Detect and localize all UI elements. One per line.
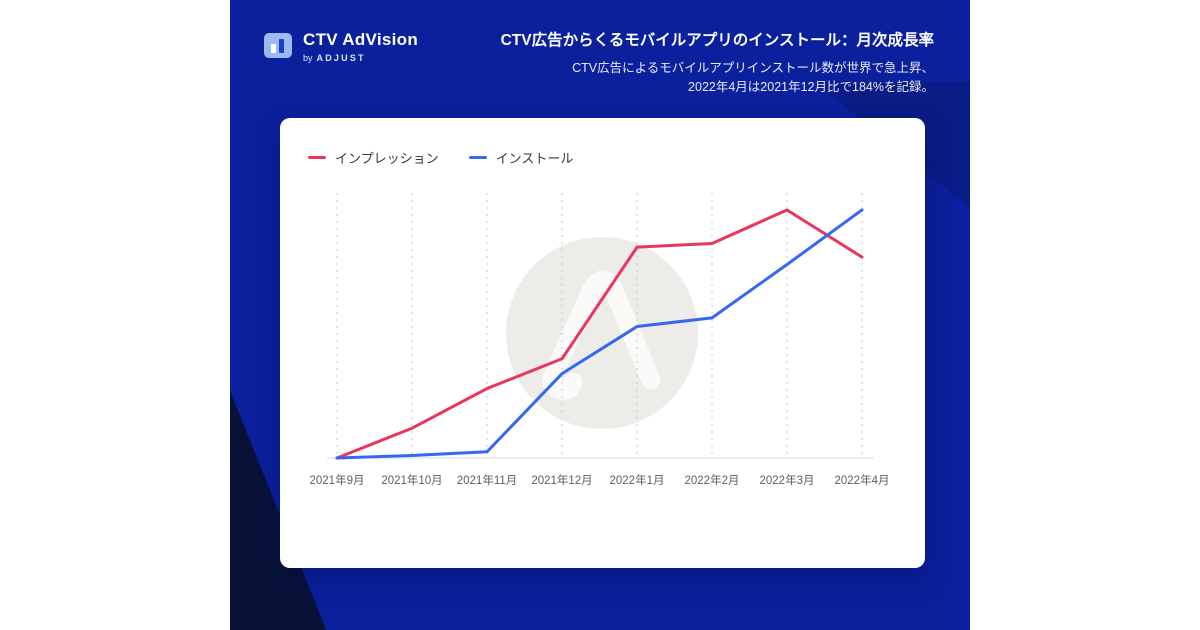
impressions-line-swatch-icon	[308, 156, 326, 160]
chart-card: インプレッション インストール 2021年9月 2021年10月 2021年11月 2…	[280, 118, 925, 569]
svg-text:2021年10月: 2021年10月	[381, 473, 442, 487]
brand-text: CTV AdVision by ADJUST	[303, 30, 418, 63]
chart-legend: インプレッション インストール	[308, 148, 905, 167]
svg-text:2022年2月: 2022年2月	[685, 473, 740, 487]
gridlines	[327, 193, 874, 459]
line-chart-svg: 2021年9月 2021年10月 2021年11月 2021年12月 2022年1月 20…	[310, 193, 890, 487]
legend-item-installs: インストール	[468, 148, 574, 167]
title-block: CTV広告からくるモバイルアプリのインストール：月次成長率 CTV広告によるモバ…	[501, 30, 934, 97]
page-subtitle: CTV広告によるモバイルアプリインストール数が世界で急上昇、 2022年4月は2…	[501, 59, 934, 98]
page-title: CTV広告からくるモバイルアプリのインストール：月次成長率	[500, 32, 934, 49]
byline-adjust-wordmark: ADJUST	[316, 52, 366, 63]
legend-label-impressions: インプレッション	[335, 151, 439, 167]
svg-text:2022年4月: 2022年4月	[835, 473, 890, 487]
svg-text:2021年12月: 2021年12月	[531, 473, 592, 487]
ctv-advision-logo-icon	[264, 32, 294, 64]
subtitle-line-2: 2022年4月は2021年12月比で184%を記録。	[688, 80, 934, 95]
brand-logo: CTV AdVision by ADJUST	[264, 30, 418, 64]
legend-item-impressions: インプレッション	[308, 148, 439, 167]
data-series-lines	[335, 208, 864, 460]
x-axis-labels: 2021年9月 2021年10月 2021年11月 2021年12月 2022年1月 20…	[310, 473, 890, 487]
svg-text:2022年1月: 2022年1月	[610, 473, 665, 487]
svg-text:2021年9月: 2021年9月	[310, 473, 365, 487]
svg-text:2022年3月: 2022年3月	[760, 473, 815, 487]
byline-prefix: by	[303, 52, 313, 63]
brand-byline: by ADJUST	[303, 53, 418, 63]
header: CTV AdVision by ADJUST CTV広告からくるモバイルアプリのイ…	[230, 0, 970, 97]
subtitle-line-1: CTV広告によるモバイルアプリインストール数が世界で急上昇、	[572, 60, 934, 75]
legend-label-installs: インストール	[495, 151, 574, 167]
blue-panel: CTV AdVision by ADJUST CTV広告からくるモバイルアプリのイ…	[230, 0, 970, 630]
svg-text:2021年11月: 2021年11月	[457, 473, 518, 487]
line-chart: 2021年9月 2021年10月 2021年11月 2021年12月 2022年1月 20…	[302, 183, 905, 508]
installs-line-swatch-icon	[468, 156, 487, 160]
brand-name: CTV AdVision	[303, 30, 419, 49]
